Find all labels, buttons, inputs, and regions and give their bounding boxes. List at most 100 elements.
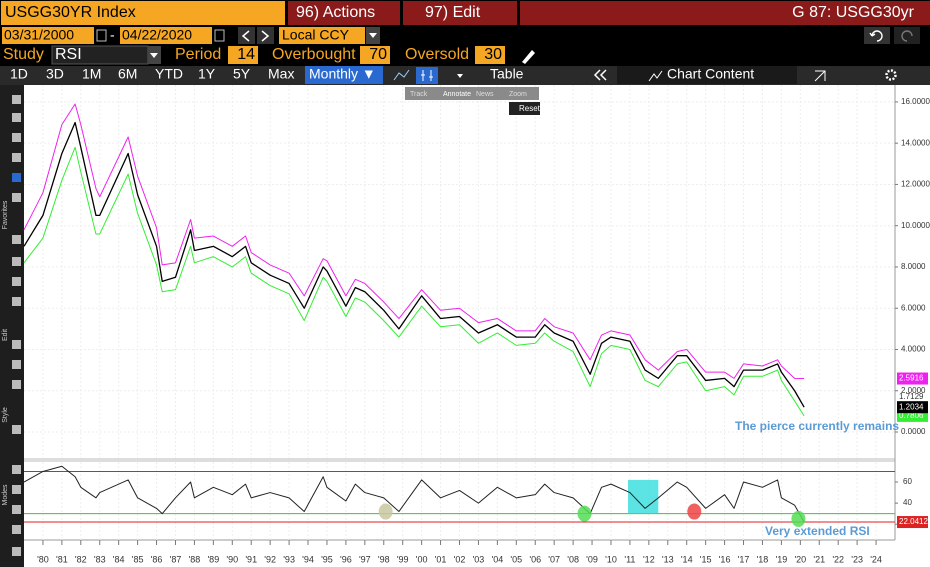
table-button[interactable]: Table	[490, 66, 524, 82]
line-icon[interactable]	[393, 69, 410, 81]
highlight-circle	[577, 505, 592, 522]
edit-chart-icon[interactable]	[814, 70, 826, 82]
annotation: The pierce currently remains	[735, 419, 899, 433]
range-button[interactable]: Max	[268, 66, 294, 82]
range-button[interactable]: 1Y	[198, 66, 216, 82]
x-tick-label: '99	[397, 554, 409, 564]
oversold-field[interactable]	[475, 46, 505, 64]
tool-icon[interactable]	[12, 235, 21, 244]
dropdown-arrow[interactable]	[457, 74, 463, 78]
rsi-line	[23, 465, 805, 523]
end-date-field[interactable]	[120, 27, 212, 44]
calendar-icon[interactable]	[214, 29, 225, 42]
mode-item[interactable]: Annotate	[443, 91, 471, 98]
side-label: Favorites	[2, 200, 9, 229]
chart: '80 '81 '82 '83 '84 '85 '86 '87 '88 '89 '90 '91 '92 '…	[23, 85, 930, 564]
chart-content-button[interactable]: Chart Content	[667, 66, 754, 82]
overbought-label: Overbought	[272, 46, 356, 63]
tool-icon[interactable]	[12, 425, 21, 434]
start-date-field[interactable]	[2, 27, 94, 44]
range-button[interactable]: 1M	[82, 66, 101, 82]
actions-button[interactable]	[288, 1, 400, 25]
x-tick-label: '20	[794, 554, 806, 564]
range-button[interactable]: 6M	[118, 66, 137, 82]
tool-icon[interactable]	[12, 277, 21, 286]
x-tick-label: '07	[548, 554, 560, 564]
pen-icon[interactable]	[522, 50, 535, 64]
graph-name: G 87: USGG30yr	[792, 4, 914, 21]
study-name: RSI	[55, 46, 82, 63]
range-button[interactable]: 5Y	[233, 66, 251, 82]
x-tick-label: '19	[776, 554, 788, 564]
x-tick-label: '88	[189, 554, 201, 564]
highlight-circle	[687, 503, 702, 520]
undo-button[interactable]	[864, 27, 890, 44]
tool-icon[interactable]	[12, 153, 21, 162]
mode-item[interactable]: News	[476, 91, 494, 98]
x-tick-label: '23	[851, 554, 863, 564]
x-tick-label: '18	[757, 554, 769, 564]
tool-icon[interactable]	[12, 380, 21, 389]
x-tick-label: '06	[529, 554, 541, 564]
x-tick-label: '05	[510, 554, 522, 564]
range-button[interactable]: YTD	[155, 66, 183, 82]
frequency-button[interactable]	[305, 66, 383, 84]
tool-icon[interactable]	[12, 193, 21, 202]
currency-field[interactable]	[279, 27, 365, 44]
range-button[interactable]: 3D	[46, 66, 64, 82]
x-tick-label: '12	[643, 554, 655, 564]
tool-icon[interactable]	[12, 257, 21, 266]
mode-item[interactable]: Track	[410, 91, 428, 98]
end-label-box	[897, 516, 928, 529]
y-tick-label: 14.0000	[901, 138, 930, 147]
actions: 96) Actions	[296, 4, 375, 21]
x-tick-label: '93	[283, 554, 295, 564]
date-dash: -	[110, 27, 115, 43]
collapse-icon[interactable]	[593, 69, 607, 81]
end-label-box	[897, 401, 928, 414]
x-tick-label: '81	[56, 554, 68, 564]
tool-icon[interactable]	[12, 485, 21, 494]
prev-arrow	[241, 30, 250, 42]
tool-icon[interactable]	[12, 133, 21, 142]
end-label: 0.7806	[899, 411, 924, 420]
x-tick-label: '08	[567, 554, 579, 564]
end-label: 2.5916	[899, 374, 924, 383]
y-tick-label: 16.0000	[901, 97, 930, 106]
y-tick-label: 12.0000	[901, 180, 930, 189]
prev-button[interactable]	[238, 27, 255, 44]
tool-icon[interactable]	[12, 113, 21, 122]
reset-button[interactable]	[509, 102, 540, 115]
range-button[interactable]: 1D	[10, 66, 28, 82]
x-tick-label: '84	[113, 554, 125, 564]
x-tick-label: '92	[264, 554, 276, 564]
tool-icon[interactable]	[12, 525, 21, 534]
edit-button[interactable]	[403, 1, 517, 25]
next-button[interactable]	[257, 27, 274, 44]
highlight-circle	[378, 503, 393, 520]
tool-icon[interactable]	[12, 360, 21, 369]
x-tick-label: '15	[700, 554, 712, 564]
bar-icon-button[interactable]	[416, 67, 438, 84]
security-field[interactable]	[1, 1, 285, 25]
calendar-icon[interactable]	[96, 29, 107, 42]
highlight-box	[628, 479, 659, 514]
mode-item[interactable]: Zoom	[509, 91, 527, 98]
highlight-circle	[791, 510, 806, 527]
tool-icon[interactable]	[12, 465, 21, 474]
tool-icon[interactable]	[12, 95, 21, 104]
overbought-field[interactable]	[360, 46, 390, 64]
redo-button[interactable]	[894, 27, 920, 44]
period-field[interactable]	[228, 46, 258, 64]
x-tick-label: '21	[813, 554, 825, 564]
side-labels: Favorites Edit Style Modes	[2, 95, 21, 556]
tool-icon[interactable]	[12, 297, 21, 306]
tool-icon[interactable]	[12, 505, 21, 514]
range-buttons: 1D 3D 1M 6M YTD 1Y 5Y Max	[10, 66, 294, 82]
y-tick-label: 10.0000	[901, 221, 930, 230]
settings-icon[interactable]	[885, 69, 897, 81]
tool-icon[interactable]	[12, 173, 21, 182]
tool-icon[interactable]	[12, 340, 21, 349]
oversold: 30	[484, 46, 502, 63]
tool-icon[interactable]	[12, 547, 21, 556]
